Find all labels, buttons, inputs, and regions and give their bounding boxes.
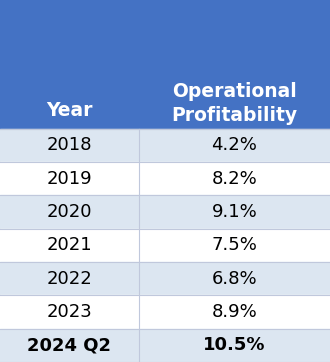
Bar (0, 129, 139, 162)
Text: 2020: 2020 (47, 203, 92, 221)
Text: 7.5%: 7.5% (211, 236, 257, 254)
Bar (139, 262, 330, 295)
Bar (139, 129, 330, 162)
Text: 2023: 2023 (47, 303, 92, 321)
Bar (0, 162, 139, 195)
Bar (139, 329, 330, 362)
Text: 4.2%: 4.2% (211, 136, 257, 154)
Text: 10.5%: 10.5% (203, 336, 266, 354)
Text: Operational
Profitability: Operational Profitability (171, 82, 297, 125)
Text: 9.1%: 9.1% (212, 203, 257, 221)
Bar (0, 295, 139, 329)
Bar (139, 228, 330, 262)
Bar (0, 0, 330, 129)
Bar (139, 162, 330, 195)
Text: Year: Year (46, 101, 92, 120)
Bar (0, 228, 139, 262)
Bar (139, 195, 330, 228)
Text: 6.8%: 6.8% (212, 270, 257, 288)
Text: 8.2%: 8.2% (212, 169, 257, 188)
Text: 2024 Q2: 2024 Q2 (27, 336, 111, 354)
Text: 2018: 2018 (47, 136, 92, 154)
Text: 2022: 2022 (47, 270, 92, 288)
Bar (139, 295, 330, 329)
Text: 8.9%: 8.9% (212, 303, 257, 321)
Text: 2019: 2019 (47, 169, 92, 188)
Bar (0, 329, 139, 362)
Text: 2021: 2021 (47, 236, 92, 254)
Bar (0, 195, 139, 228)
Bar (0, 262, 139, 295)
